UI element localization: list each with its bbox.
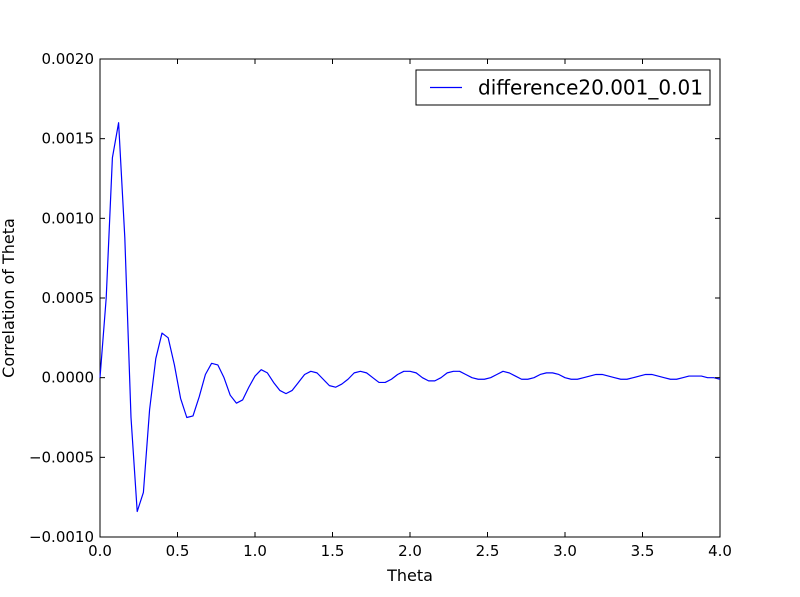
y-tick-label: 0.0000: [42, 369, 95, 387]
y-tick-label: −0.0010: [29, 528, 94, 546]
legend-entry: difference20.001_0.01: [478, 76, 703, 100]
x-axis-label: Theta: [386, 566, 433, 585]
x-tick-label: 1.0: [243, 542, 267, 560]
x-tick-label: 0.5: [166, 542, 190, 560]
x-tick-label: 3.5: [631, 542, 655, 560]
legend: difference20.001_0.01: [415, 69, 711, 106]
x-tick-label: 2.5: [476, 542, 500, 560]
legend-box: [415, 69, 711, 106]
y-axis: −0.0010 −0.0005 0.0000 0.0005 0.0010 0.0015 0.…: [29, 50, 720, 546]
y-tick-label: 0.0020: [42, 50, 95, 68]
x-tick-label: 1.5: [321, 542, 345, 560]
y-axis-label: Correlation of Theta: [0, 218, 18, 378]
plot-area: [99, 58, 721, 538]
series-line: [99, 122, 721, 513]
y-tick-label: −0.0005: [29, 448, 94, 466]
y-tick-label: 0.0015: [42, 130, 95, 148]
y-tick-label: 0.0005: [42, 289, 95, 307]
x-tick-label: 0.0: [88, 542, 112, 560]
x-tick-label: 3.0: [553, 542, 577, 560]
x-tick-label: 4.0: [708, 542, 732, 560]
x-axis: 0.0 0.5 1.0 1.5 2.0 2.5 3.0 3.5 4.0: [88, 59, 732, 560]
x-tick-label: 2.0: [398, 542, 422, 560]
plot-frame: [99, 58, 721, 538]
y-tick-label: 0.0010: [42, 209, 95, 227]
